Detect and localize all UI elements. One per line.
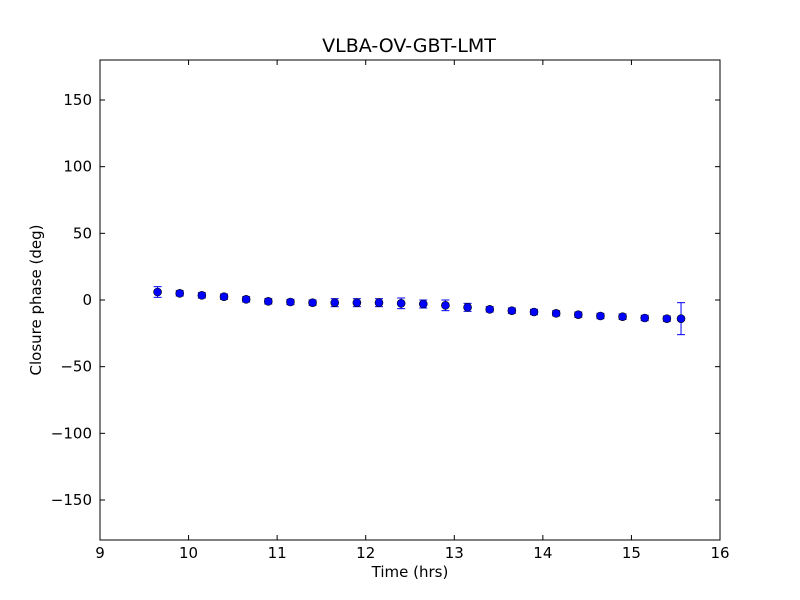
- data-point: [507, 306, 517, 315]
- y-tick-label: −150: [51, 491, 92, 509]
- data-point: [286, 297, 295, 307]
- data-point: [352, 298, 362, 307]
- data-point: [175, 289, 185, 298]
- data-point: [441, 301, 450, 310]
- data-point: [551, 309, 561, 318]
- x-axis-label: Time (hrs): [371, 563, 449, 581]
- data-point: [263, 297, 273, 306]
- data-point: [330, 298, 340, 307]
- y-tick-label: 50: [73, 224, 92, 242]
- y-axis-label: Closure phase (deg): [27, 225, 45, 376]
- x-tick-label: 16: [710, 544, 729, 562]
- data-point: [596, 311, 605, 321]
- x-axis-ticks: 9 10 11 12 13 14 15 16: [95, 60, 730, 562]
- x-tick-label: 9: [95, 544, 105, 562]
- x-tick-label: 13: [445, 544, 464, 562]
- data-point: [640, 313, 650, 323]
- data-point: [573, 310, 583, 319]
- data-point: [485, 305, 495, 314]
- x-tick-label: 14: [533, 544, 552, 562]
- data-point: [463, 303, 472, 312]
- x-tick-label: 10: [179, 544, 198, 562]
- y-tick-label: 100: [63, 158, 92, 176]
- x-tick-label: 11: [268, 544, 287, 562]
- data-point: [241, 295, 251, 304]
- data-point: [153, 287, 162, 297]
- x-tick-label: 15: [622, 544, 641, 562]
- data-point: [662, 314, 672, 323]
- y-tick-label: −50: [60, 358, 92, 376]
- data-point: [197, 291, 207, 300]
- data-point: [219, 292, 229, 301]
- y-tick-label: 0: [82, 291, 92, 309]
- data-point: [618, 312, 627, 321]
- x-tick-label: 12: [356, 544, 375, 562]
- data-point: [676, 314, 686, 323]
- chart-title: VLBA-OV-GBT-LMT: [322, 35, 496, 57]
- data-point: [529, 307, 539, 317]
- data-point: [374, 298, 384, 307]
- y-tick-label: 150: [63, 91, 92, 109]
- y-axis-ticks: 150 100 50 0 −50 −100 −150: [51, 91, 720, 509]
- data-point: [396, 299, 406, 308]
- data-points: [153, 287, 686, 323]
- data-point: [418, 299, 428, 309]
- data-point: [308, 298, 317, 307]
- y-tick-label: −100: [51, 424, 92, 442]
